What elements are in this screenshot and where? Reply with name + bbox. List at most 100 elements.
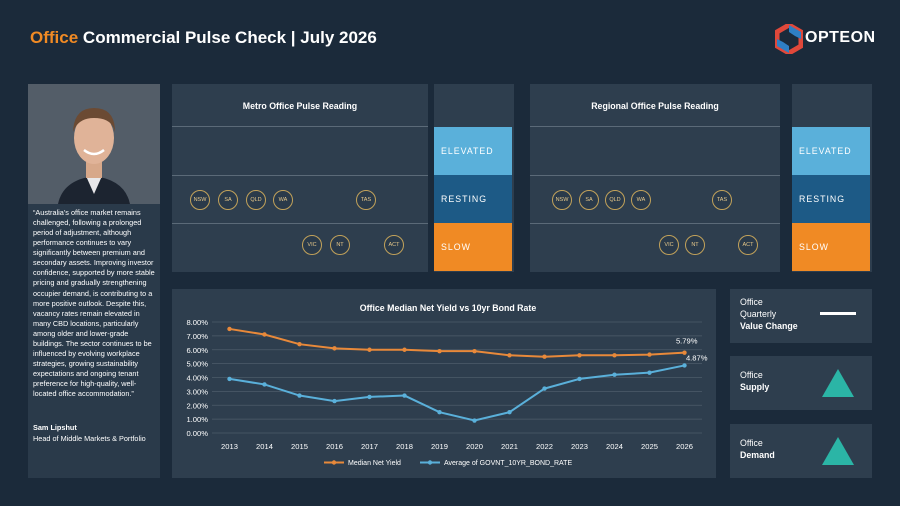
title-rest: Commercial Pulse Check | July 2026 <box>82 28 377 47</box>
x-tick-label: 2024 <box>606 442 623 451</box>
y-tick-label: 7.00% <box>186 332 208 341</box>
data-point <box>297 342 302 347</box>
data-point <box>262 382 267 387</box>
data-point <box>437 409 442 415</box>
regional-band-column: ELEVATED RESTING SLOW <box>792 84 872 272</box>
x-tick-label: 2021 <box>501 442 518 451</box>
band-slow: SLOW <box>434 223 512 271</box>
row-divider <box>172 175 428 176</box>
state-bubble-qld: QLD <box>605 190 625 210</box>
yield-chart-panel: Office Median Net Yield vs 10yr Bond Rat… <box>172 289 716 478</box>
quote-panel: “Australia’s office market remains chall… <box>28 84 160 478</box>
state-bubble-vic: VIC <box>302 235 322 255</box>
data-point <box>507 409 512 415</box>
row-divider <box>172 223 428 224</box>
x-tick-label: 2020 <box>466 442 483 451</box>
data-point <box>367 394 372 400</box>
kpi-bold: Demand <box>740 449 775 460</box>
regional-pulse-panel: Regional Office Pulse Reading NSW SA QLD… <box>530 84 780 272</box>
metro-band-column: ELEVATED RESTING SLOW <box>434 84 514 272</box>
x-tick-label: 2014 <box>256 442 273 451</box>
legend-marker <box>427 460 433 465</box>
kpi-bold: Supply <box>740 381 770 392</box>
data-point <box>437 348 442 354</box>
y-tick-label: 6.00% <box>186 346 208 355</box>
data-point <box>647 370 652 375</box>
state-bubble-act: ACT <box>738 235 758 255</box>
x-tick-label: 2018 <box>396 442 413 451</box>
yield-chart: Office Median Net Yield vs 10yr Bond Rat… <box>186 303 708 467</box>
logo-text: OPTEON <box>805 29 876 46</box>
y-tick-label: 4.00% <box>186 374 208 383</box>
data-point <box>227 326 232 332</box>
x-tick-label: 2017 <box>361 442 378 451</box>
up-triangle-icon <box>822 437 854 465</box>
data-point <box>542 354 547 359</box>
data-label: 4.87% <box>686 353 708 362</box>
x-tick-label: 2023 <box>571 442 588 451</box>
kpi-line1: Office <box>740 297 763 307</box>
band-slow: SLOW <box>792 223 870 271</box>
x-tick-label: 2019 <box>431 442 448 451</box>
y-tick-label: 2.00% <box>186 401 208 410</box>
regional-pulse-title: Regional Office Pulse Reading <box>591 101 719 111</box>
page-title: Office Commercial Pulse Check | July 202… <box>30 28 377 48</box>
kpi-bold: Value Change <box>740 320 798 331</box>
data-point <box>332 398 337 404</box>
data-point <box>542 386 547 391</box>
up-triangle-icon <box>822 369 854 397</box>
state-bubble-tas: TAS <box>356 190 376 210</box>
band-elevated: ELEVATED <box>434 127 512 175</box>
kpi-line2: Quarterly <box>740 308 777 319</box>
x-tick-label: 2022 <box>536 442 553 451</box>
portrait-photo <box>28 84 160 204</box>
data-point <box>472 418 477 423</box>
y-tick-label: 0.00% <box>186 429 208 438</box>
state-bubble-act: ACT <box>384 235 404 255</box>
data-point <box>367 347 372 352</box>
data-point <box>577 376 582 382</box>
row-divider <box>530 175 780 176</box>
band-resting: RESTING <box>792 175 870 223</box>
y-tick-label: 8.00% <box>186 318 208 327</box>
opteon-logo-mark <box>774 22 804 56</box>
data-point <box>647 352 652 357</box>
x-tick-label: 2016 <box>326 442 343 451</box>
data-point <box>472 348 477 354</box>
data-point <box>332 346 337 351</box>
data-point <box>402 347 407 352</box>
data-point <box>297 393 302 398</box>
data-label: 5.79% <box>676 337 698 346</box>
y-tick-label: 1.00% <box>186 415 208 424</box>
state-bubble-nsw: NSW <box>190 190 210 210</box>
metro-pulse-panel: Metro Office Pulse Reading NSW SA QLD WA… <box>172 84 428 272</box>
x-tick-label: 2026 <box>676 442 693 451</box>
state-bubble-wa: WA <box>273 190 293 210</box>
title-accent: Office <box>30 28 79 47</box>
opteon-logo: OPTEON <box>774 22 876 56</box>
kpi-demand: Office Demand <box>730 424 872 478</box>
legend-marker <box>331 460 337 465</box>
row-divider <box>172 126 428 127</box>
data-point <box>507 353 512 358</box>
state-bubble-sa: SA <box>579 190 599 210</box>
flat-bar-icon <box>820 312 856 315</box>
data-point <box>682 363 687 368</box>
data-point <box>612 353 617 358</box>
row-divider <box>530 126 780 127</box>
chart-title: Office Median Net Yield vs 10yr Bond Rat… <box>360 303 537 313</box>
data-point <box>227 376 232 382</box>
kpi-value-change: Office Quarterly Value Change <box>730 289 872 343</box>
quote-author-role: Head of Middle Markets & Portfolio <box>33 434 146 443</box>
band-elevated: ELEVATED <box>792 127 870 175</box>
state-bubble-qld: QLD <box>246 190 266 210</box>
data-point <box>262 332 267 337</box>
kpi-line1: Office <box>740 438 763 448</box>
state-bubble-tas: TAS <box>712 190 732 210</box>
x-tick-label: 2025 <box>641 442 658 451</box>
legend-label: Median Net Yield <box>348 460 401 467</box>
state-bubble-sa: SA <box>218 190 238 210</box>
data-point <box>612 372 617 377</box>
quote-text: “Australia’s office market remains chall… <box>33 208 155 399</box>
legend-label: Average of GOVNT_10YR_BOND_RATE <box>444 460 572 467</box>
